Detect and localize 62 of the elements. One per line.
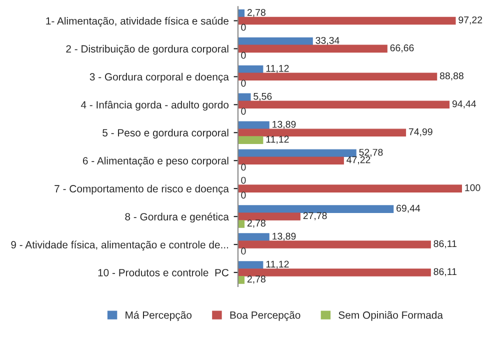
- data-label: 0: [241, 192, 246, 199]
- data-label: 0: [241, 108, 246, 115]
- data-label: 27,78: [303, 212, 327, 220]
- data-label: 11,12: [266, 260, 289, 269]
- data-label: 66,66: [390, 44, 414, 52]
- bar: [238, 72, 438, 81]
- data-label: 0: [241, 248, 246, 255]
- data-label: 86,11: [434, 240, 456, 248]
- data-label: 86,11: [434, 268, 456, 276]
- bar: [238, 276, 245, 284]
- data-label: 2,78: [247, 276, 266, 284]
- y-tick-label: 1- Alimentação, atividade física e saúde: [46, 16, 228, 27]
- data-label: 33,34: [316, 36, 340, 45]
- bar: [238, 268, 431, 276]
- legend-label: Boa Percepção: [230, 311, 300, 321]
- bar: [238, 136, 264, 144]
- bar: [238, 156, 344, 164]
- bar: [238, 44, 388, 53]
- bar: [238, 233, 270, 241]
- data-label: 97,22: [458, 16, 482, 24]
- data-label: 88,88: [440, 72, 464, 80]
- y-tick-label: 5 - Peso e gordura corporal: [102, 128, 228, 139]
- data-label: 13,89: [272, 232, 296, 241]
- data-label: 0: [241, 176, 246, 184]
- bar: [238, 37, 313, 46]
- legend-label: Sem Opinião Formada: [338, 311, 443, 321]
- legend-label: Má Percepção: [126, 311, 192, 321]
- data-label: 0: [241, 24, 246, 31]
- data-label: 52,78: [359, 148, 383, 157]
- data-label: 74,99: [408, 128, 432, 136]
- bar: [238, 65, 264, 74]
- bar: [238, 100, 450, 109]
- bar: [238, 205, 394, 213]
- data-label: 0: [241, 164, 246, 171]
- data-label: 5,56: [254, 92, 272, 101]
- data-label: 11,12: [266, 64, 289, 73]
- data-label: 0: [241, 52, 246, 59]
- bar: [238, 261, 264, 269]
- data-label: 2,78: [247, 8, 266, 18]
- bar: [238, 149, 356, 158]
- data-label: 94,44: [452, 100, 476, 108]
- data-label: 0: [241, 80, 246, 87]
- data-label: 100: [465, 184, 480, 192]
- bar: [238, 128, 406, 136]
- bar: [238, 212, 300, 220]
- bar: [238, 220, 245, 228]
- y-tick-label: 4 - Infância gorda - adulto gordo: [80, 100, 229, 111]
- data-label: 13,89: [272, 120, 296, 129]
- y-tick-label: 8 - Gordura e genética: [125, 212, 229, 223]
- data-label: 47,22: [346, 156, 370, 164]
- y-tick-label: 2 - Distribuição de gordura corporal: [66, 44, 228, 55]
- data-label: 2,78: [247, 220, 266, 228]
- bar: [238, 16, 456, 25]
- y-tick-label: 3 - Gordura corporal e doença: [90, 72, 229, 83]
- bar: [238, 240, 431, 248]
- y-tick-label: 6 - Alimentação e peso corporal: [82, 156, 228, 167]
- bar: [238, 184, 462, 192]
- y-tick-label: 10 - Produtos e controle PC: [98, 268, 229, 276]
- y-tick-label: 7 - Comportamento de risco e doença: [54, 184, 229, 195]
- data-label: 11,12: [266, 136, 289, 144]
- y-tick-label: 9 - Atividade física, alimentação e controle de...: [11, 240, 228, 251]
- data-label: 69,44: [396, 204, 420, 213]
